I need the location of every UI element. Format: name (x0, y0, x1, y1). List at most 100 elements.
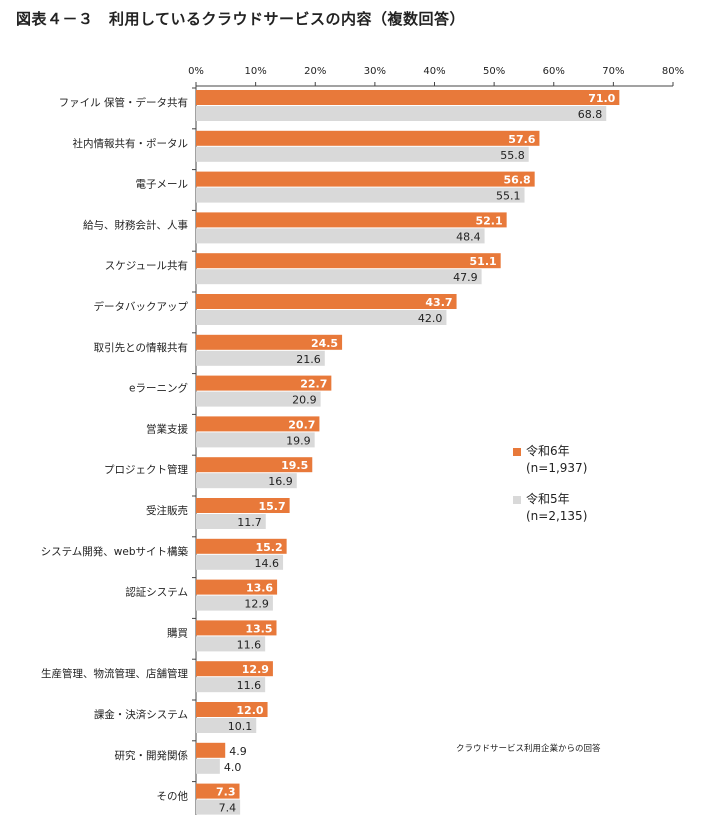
data-label-series-2: 19.9 (286, 434, 311, 447)
bar-series-1 (196, 742, 226, 758)
data-label-series-1: 24.5 (311, 337, 338, 350)
bar-series-2 (196, 269, 482, 285)
category-label: 生産管理、物流管理、店舗管理 (41, 667, 188, 680)
axis-layer: 0% 10% 20% 30% 40% 50% 60% 70% 80% (188, 66, 684, 815)
data-label-series-2: 47.9 (453, 271, 478, 284)
bar-series-1 (196, 783, 240, 799)
x-tick-label: 0% (188, 66, 204, 77)
legend-n-series-1: (n=1,937) (526, 461, 588, 475)
data-label-series-2: 11.6 (237, 638, 262, 651)
bar-series-1 (196, 130, 540, 146)
legend-n-series-2: (n=2,135) (526, 509, 588, 523)
data-label-series-2: 12.9 (244, 598, 269, 611)
category-label: スケジュール共有 (105, 259, 188, 272)
bar-series-1 (196, 498, 290, 513)
bar-series-1 (196, 90, 620, 105)
bar-series-2 (196, 432, 315, 448)
data-label-series-2: 55.8 (500, 149, 525, 162)
data-label-series-1: 12.9 (242, 663, 269, 676)
data-label-series-1: 13.5 (245, 622, 272, 635)
x-tick-label: 70% (602, 66, 624, 77)
category-label: データバックアップ (94, 300, 189, 313)
bar-series-2 (196, 228, 485, 244)
bar-series-1 (196, 702, 268, 717)
legend-swatch-series-1 (513, 448, 521, 456)
data-label-series-1: 15.2 (255, 541, 282, 554)
category-label: eラーニング (129, 382, 188, 395)
bar-series-2 (196, 514, 266, 529)
data-label-series-2: 16.9 (268, 475, 293, 488)
labels-layer: ファイル 保管・データ共有 71.0 68.8 社内情報共有・ポータル 57.6 55.8… (41, 92, 616, 815)
bar-series-2 (196, 473, 297, 489)
legend-label-series-1: 令和6年 (526, 444, 570, 458)
bar-series-2 (196, 758, 220, 774)
category-label: 受注販売 (146, 504, 188, 517)
bar-series-2 (196, 391, 321, 407)
data-label-series-2: 7.4 (219, 802, 237, 815)
bar-series-1 (196, 579, 278, 595)
category-label: 取引先との情報共有 (94, 341, 188, 354)
x-tick-label: 80% (662, 66, 684, 77)
chart-title: 図表４－３ 利用しているクラウドサービスの内容（複数回答） (16, 10, 466, 28)
data-label-series-1: 71.0 (588, 92, 615, 105)
bar-series-1 (196, 253, 501, 269)
x-tick-label: 50% (483, 66, 505, 77)
bar-series-2 (196, 799, 241, 815)
data-label-series-2: 10.1 (228, 720, 253, 733)
category-label: 課金・決済システム (94, 708, 188, 721)
category-label: 認証システム (125, 586, 188, 599)
data-label-series-1: 52.1 (476, 214, 503, 227)
data-label-series-2: 42.0 (418, 312, 443, 325)
data-label-series-1: 43.7 (425, 296, 452, 309)
bar-series-2 (196, 146, 529, 162)
x-tick-label: 10% (245, 66, 267, 77)
category-label: 研究・開発関係 (115, 749, 189, 762)
x-tick-label: 30% (364, 66, 386, 77)
data-label-series-2: 4.0 (224, 761, 242, 774)
data-label-series-2: 68.8 (578, 108, 603, 121)
category-label: 社内情報共有・ポータル (73, 137, 189, 150)
category-label: 給与、財務会計、人事 (83, 218, 188, 231)
data-label-series-1: 51.1 (470, 255, 497, 268)
data-label-series-1: 19.5 (281, 459, 308, 472)
category-label: 電子メール (136, 179, 189, 191)
bar-series-1 (196, 375, 332, 391)
bar-series-1 (196, 620, 277, 636)
category-label: ファイル 保管・データ共有 (59, 96, 188, 109)
bar-series-1 (196, 212, 507, 228)
data-label-series-1: 20.7 (288, 418, 315, 431)
bar-series-2 (196, 677, 266, 693)
bar-series-1 (196, 171, 535, 187)
bar-series-2 (196, 718, 257, 733)
data-label-series-2: 55.1 (496, 190, 521, 203)
x-tick-label: 60% (543, 66, 565, 77)
category-label: プロジェクト管理 (104, 463, 188, 476)
data-label-series-1: 56.8 (504, 174, 531, 187)
bar-series-2 (196, 636, 266, 652)
bar-series-1 (196, 416, 320, 432)
legend-swatch-series-2 (513, 496, 521, 504)
category-label: 購買 (167, 626, 188, 639)
data-label-series-2: 14.6 (255, 557, 280, 570)
bar-series-2 (196, 350, 325, 366)
bar-series-1 (196, 538, 287, 554)
data-label-series-2: 11.6 (237, 679, 262, 692)
bar-series-1 (196, 457, 313, 473)
data-label-series-1: 4.9 (229, 745, 247, 758)
category-label: その他 (157, 790, 189, 803)
x-tick-label: 20% (304, 66, 326, 77)
data-label-series-1: 7.3 (216, 786, 236, 799)
bar-series-1 (196, 294, 457, 309)
legend-label-series-2: 令和5年 (526, 492, 570, 506)
bar-series-2 (196, 106, 607, 121)
bar-series-2 (196, 554, 284, 570)
data-label-series-1: 15.7 (258, 500, 285, 513)
bar-series-2 (196, 187, 525, 203)
data-label-series-1: 13.6 (246, 582, 273, 595)
bar-series-1 (196, 334, 343, 350)
bar-series-2 (196, 595, 273, 611)
data-label-series-2: 21.6 (296, 353, 321, 366)
bars-layer (196, 90, 620, 815)
category-label: システム開発、webサイト構築 (41, 545, 189, 558)
